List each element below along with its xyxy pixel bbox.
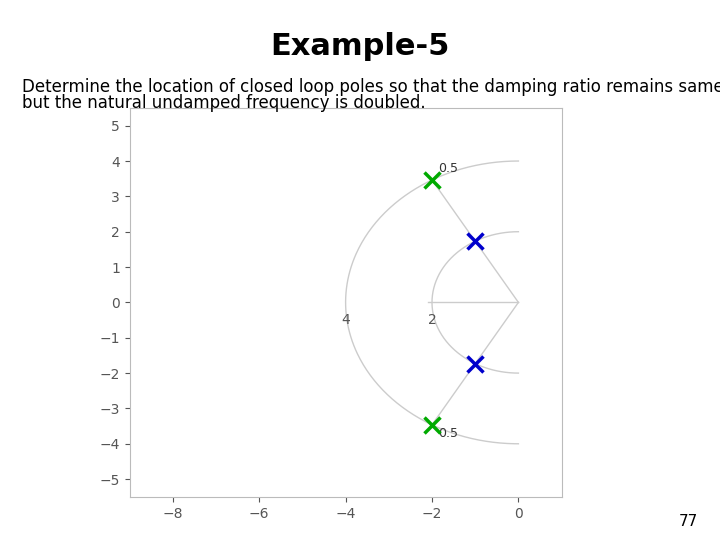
Text: 0.5: 0.5 [438, 161, 459, 174]
Text: 4: 4 [341, 313, 350, 327]
Text: 0.5: 0.5 [438, 427, 459, 440]
Text: 2: 2 [428, 313, 436, 327]
Text: 77: 77 [679, 514, 698, 529]
Text: Determine the location of closed loop poles so that the damping ratio remains sa: Determine the location of closed loop po… [22, 78, 720, 96]
Text: but the natural undamped frequency is doubled.: but the natural undamped frequency is do… [22, 94, 426, 112]
Text: Example-5: Example-5 [270, 32, 450, 62]
